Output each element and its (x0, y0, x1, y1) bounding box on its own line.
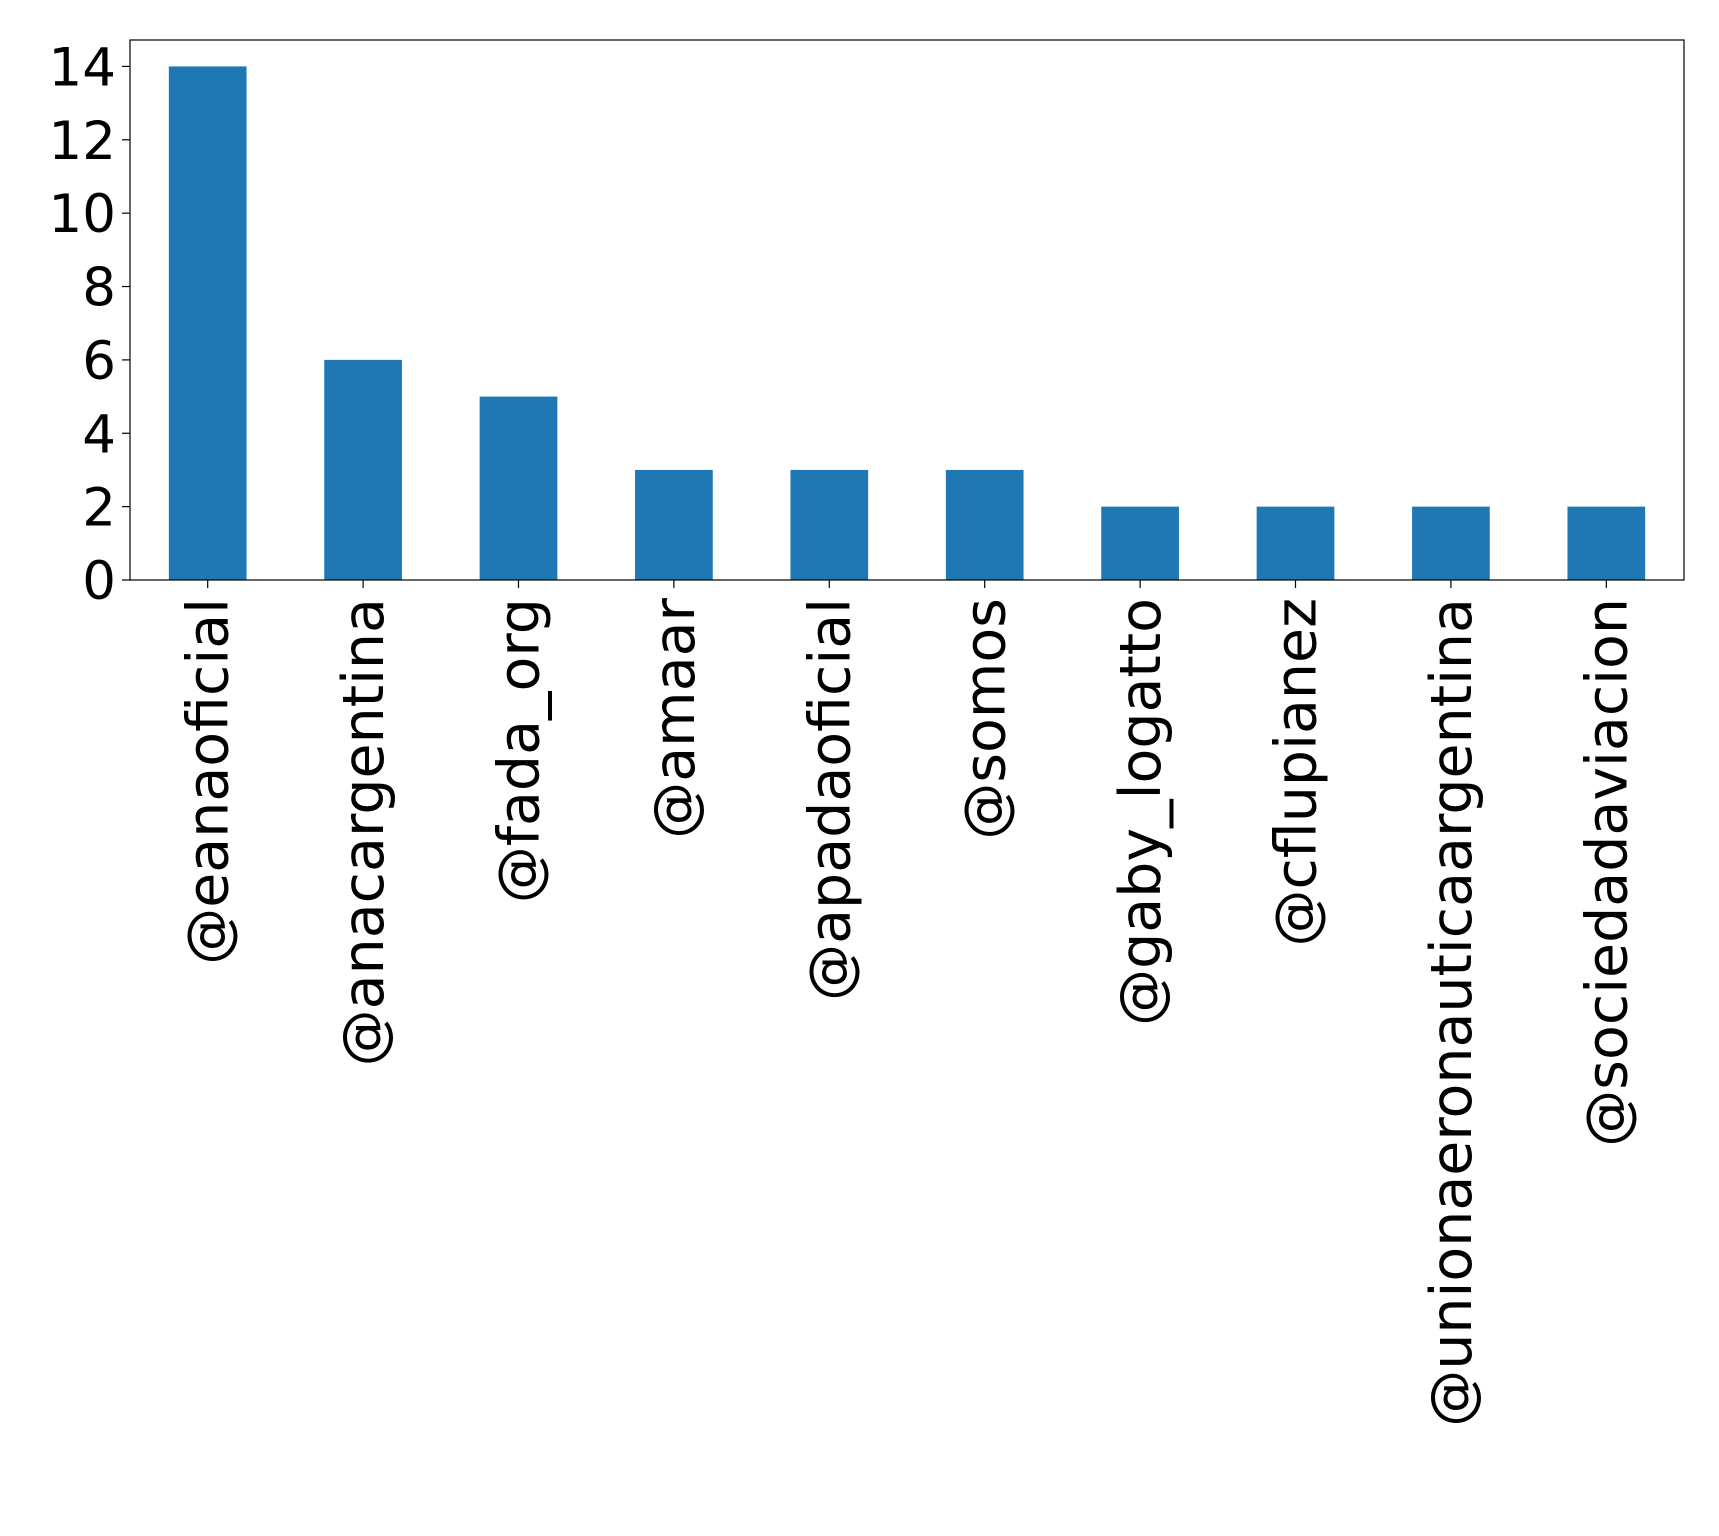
bar (1101, 506, 1179, 580)
y-tick-label: 10 (49, 184, 116, 245)
bar (635, 469, 713, 580)
bar (945, 469, 1024, 580)
x-tick-label: @anacargentina (331, 598, 397, 1066)
x-tick-label: @amaar (642, 597, 708, 838)
y-tick-label: 12 (49, 111, 116, 172)
bar (479, 396, 558, 580)
bar (1412, 506, 1490, 580)
bar (168, 66, 247, 581)
y-tick-label: 0 (82, 551, 116, 612)
x-tick-label: @sociedadaviacion (1574, 598, 1640, 1147)
plot-frame (129, 39, 1685, 581)
x-tick-label: @apadaoficial (797, 598, 863, 1001)
x-tick-label: @fada_org (487, 598, 553, 903)
bar (790, 469, 869, 580)
x-tick-label: @unionaeronauticaargentina (1419, 598, 1485, 1427)
y-tick-label: 2 (82, 478, 116, 539)
bar (324, 359, 402, 580)
x-tick-label: @cflupianez (1264, 598, 1330, 946)
x-tick-label: @gaby_logatto (1108, 598, 1174, 1026)
y-tick-label: 6 (82, 331, 116, 392)
y-tick-label: 4 (82, 404, 116, 465)
y-tick-label: 14 (49, 37, 116, 98)
x-tick-label: @eanaoficial (176, 598, 242, 965)
bar (1567, 506, 1646, 580)
bar (1256, 506, 1335, 580)
x-tick-label: @somos (953, 598, 1019, 840)
y-tick-label: 8 (82, 258, 116, 319)
